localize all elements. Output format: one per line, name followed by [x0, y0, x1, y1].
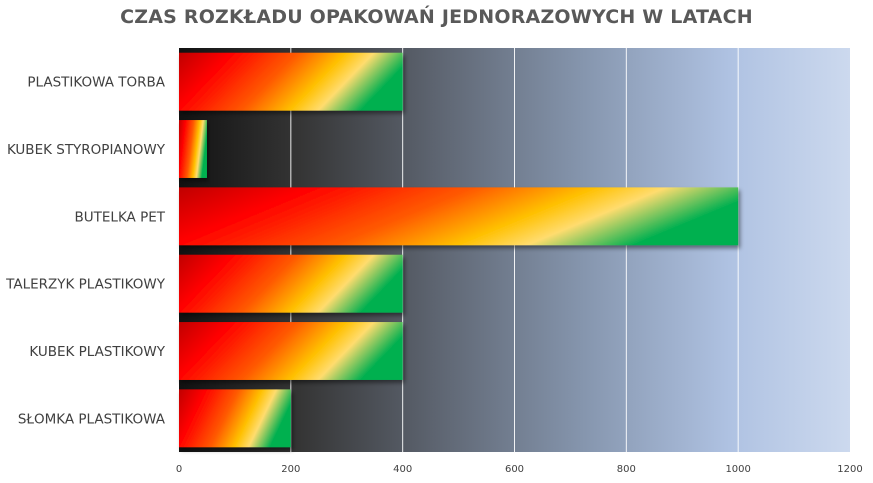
chart-title: CZAS ROZKŁADU OPAKOWAŃ JEDNORAZOWYCH W L… — [120, 6, 753, 28]
category-label: PLASTIKOWA TORBA — [27, 75, 165, 91]
bar — [179, 254, 403, 313]
x-tick-label: 1000 — [725, 464, 750, 475]
x-tick-label: 400 — [393, 464, 412, 475]
x-tick-label: 800 — [617, 464, 636, 475]
x-tick-labels: 0 200 400 600 800 1000 1200 — [176, 464, 863, 475]
x-tick-label: 600 — [505, 464, 524, 475]
x-tick-label: 1200 — [837, 464, 862, 475]
bar — [179, 187, 739, 246]
bars — [179, 52, 739, 448]
category-label: BUTELKA PET — [75, 209, 166, 225]
x-tick-label: 200 — [281, 464, 300, 475]
bar — [179, 389, 291, 448]
bar — [179, 120, 207, 178]
x-tick-label: 0 — [176, 464, 182, 475]
category-label: KUBEK STYROPIANOWY — [7, 142, 166, 158]
bar — [179, 52, 403, 111]
category-label: SŁOMKA PLASTIKOWA — [18, 411, 166, 427]
bar — [179, 322, 403, 380]
gridlines — [290, 48, 739, 452]
category-label: TALERZYK PLASTIKOWY — [5, 277, 166, 293]
category-label: KUBEK PLASTIKOWY — [29, 344, 165, 360]
category-labels: PLASTIKOWA TORBA KUBEK STYROPIANOWY BUTELK… — [5, 75, 166, 428]
